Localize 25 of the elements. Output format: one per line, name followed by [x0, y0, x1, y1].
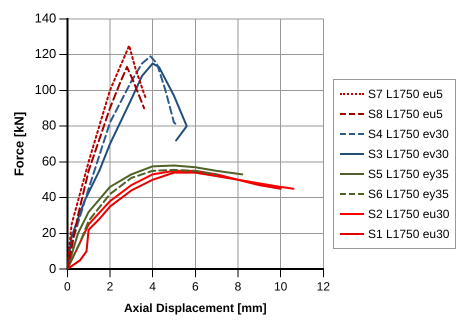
- legend-label: S6 L1750 ey35: [368, 186, 449, 203]
- legend-label: S4 L1750 ev30: [368, 126, 449, 143]
- legend-label: S2 L1750 eu30: [368, 206, 450, 223]
- legend-label: S5 L1750 ey35: [368, 166, 449, 183]
- y-tick-label: 0: [49, 260, 56, 276]
- x-tick-label: 10: [274, 280, 288, 294]
- legend-label: S3 L1750 ev30: [368, 146, 449, 163]
- x-tick-label: 12: [316, 280, 330, 294]
- x-axis-title: Axial Displacement [mm]: [124, 301, 267, 316]
- y-tick-label: 60: [42, 153, 56, 168]
- legend-label: S8 L1750 eu5: [368, 106, 443, 123]
- y-tick-label: 100: [34, 82, 56, 97]
- y-tick-label: 140: [34, 10, 56, 26]
- x-tick-label: 0: [64, 280, 71, 294]
- x-tick-label: 6: [192, 280, 199, 294]
- y-tick-label: 20: [42, 225, 56, 240]
- legend-label: S7 L1750 eu5: [368, 86, 443, 103]
- x-tick-label: 2: [106, 280, 114, 294]
- y-tick-label: 80: [42, 118, 56, 133]
- y-axis-title: Force [kN]: [11, 112, 26, 176]
- y-tick-label: 40: [42, 189, 56, 204]
- legend-label: S1 L1750 eu30: [368, 226, 450, 243]
- x-tick-label: 4: [149, 280, 156, 294]
- x-tick-label: 8: [234, 280, 242, 294]
- y-tick-label: 120: [34, 46, 56, 62]
